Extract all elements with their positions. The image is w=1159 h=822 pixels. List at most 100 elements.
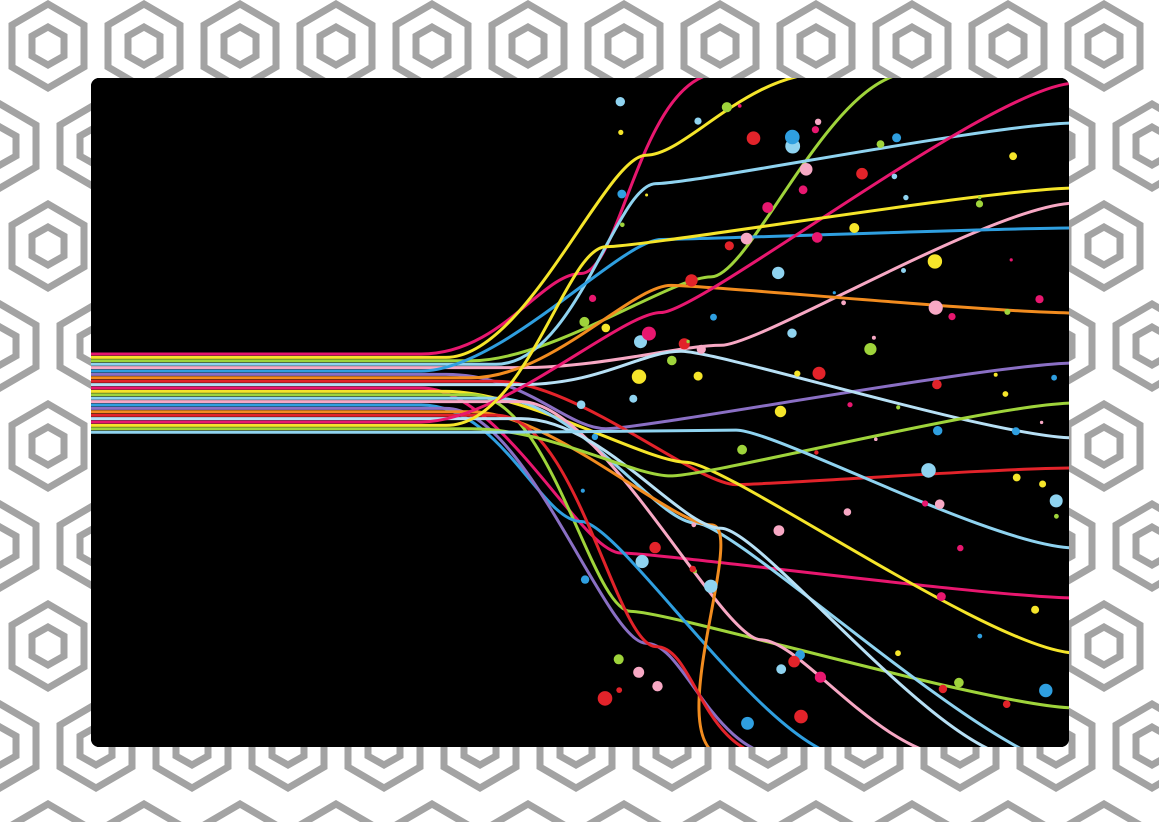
decorative-dot <box>847 402 853 408</box>
decorative-dot <box>957 544 964 552</box>
flowing-line <box>91 121 1069 366</box>
decorative-dot <box>814 450 819 455</box>
decorative-dot <box>667 355 677 366</box>
decorative-dot <box>798 185 808 195</box>
decorative-dot <box>724 241 734 251</box>
decorative-dot <box>691 522 697 528</box>
decorative-dot <box>799 163 813 176</box>
decorative-dot <box>618 129 624 135</box>
decorative-dot <box>1004 308 1011 315</box>
decorative-dot <box>832 291 836 295</box>
decorative-dot <box>776 664 787 675</box>
flowing-line <box>91 78 798 359</box>
decorative-dot <box>741 716 754 730</box>
decorative-dot <box>591 433 599 441</box>
decorative-dot <box>740 232 753 245</box>
abstract-lines-artwork <box>91 78 1069 747</box>
flowing-line <box>91 186 1069 427</box>
decorative-dot <box>876 140 885 148</box>
decorative-dot <box>938 684 948 694</box>
decorative-dot <box>1051 374 1057 381</box>
decorative-dot <box>1039 683 1053 698</box>
decorative-dot <box>891 173 898 180</box>
decorative-dot <box>1035 295 1044 304</box>
decorative-dot <box>811 126 820 134</box>
decorative-dot <box>685 274 698 287</box>
decorative-dot <box>615 97 625 107</box>
decorative-dot <box>843 508 852 516</box>
decorative-dot <box>954 677 964 688</box>
decorative-dot <box>686 339 690 344</box>
decorative-dot <box>1039 420 1044 425</box>
decorative-dot <box>1049 494 1063 508</box>
decorative-dot <box>1039 480 1047 488</box>
decorative-dot <box>601 323 611 333</box>
decorative-dot <box>794 370 801 377</box>
decorative-dot <box>948 313 956 321</box>
decorative-dot <box>921 463 936 478</box>
flowing-line <box>91 401 1069 478</box>
decorative-dot <box>814 671 827 683</box>
decorative-dot <box>694 117 702 125</box>
flowing-line <box>91 406 755 747</box>
decorative-dot <box>977 633 983 639</box>
decorative-dot <box>922 500 929 507</box>
decorative-dot <box>579 316 590 327</box>
decorative-dot <box>774 405 787 418</box>
decorative-dot <box>1009 152 1017 161</box>
decorative-dot <box>901 268 906 273</box>
decorative-dot <box>634 335 647 349</box>
decorative-dot <box>936 592 946 602</box>
decorative-dot <box>928 300 943 315</box>
decorative-dot <box>785 129 800 145</box>
decorative-dot <box>814 118 822 125</box>
decorative-dot <box>993 372 998 377</box>
decorative-dot <box>696 344 706 354</box>
flowing-line <box>91 78 705 356</box>
flowing-line <box>91 78 894 363</box>
decorative-dot <box>737 104 742 108</box>
decorative-dot <box>576 400 586 410</box>
decorative-dot <box>903 194 909 201</box>
decorative-dot <box>762 202 774 213</box>
flowing-line <box>91 389 1069 654</box>
decorative-dot <box>871 335 876 340</box>
decorative-dot <box>896 405 901 410</box>
decorative-dot <box>864 343 877 356</box>
decorative-dot <box>811 232 823 243</box>
decorative-dot <box>746 131 761 145</box>
decorative-dot <box>620 222 625 228</box>
decorative-dot <box>1002 391 1009 397</box>
decorative-dot <box>641 326 656 341</box>
decorative-dot <box>580 575 590 584</box>
decorative-dot <box>874 437 878 442</box>
decorative-dot <box>633 666 645 678</box>
flowing-line <box>91 413 746 747</box>
decorative-dot <box>597 691 613 706</box>
decorative-dot <box>737 444 747 455</box>
decorative-dot <box>772 266 785 280</box>
decorative-dot <box>849 223 860 233</box>
decorative-dot <box>927 254 943 269</box>
flowing-line <box>91 349 1069 440</box>
decorative-dot <box>631 369 647 384</box>
decorative-dot <box>589 294 597 302</box>
decorative-dot <box>693 371 703 381</box>
decorative-dot <box>710 313 717 321</box>
decorative-dot <box>580 488 585 493</box>
decorative-dot <box>629 394 638 403</box>
decorative-dot <box>978 195 982 200</box>
decorative-dot <box>613 654 624 665</box>
decorative-dot <box>1011 427 1020 436</box>
decorative-dot <box>773 525 785 536</box>
decorative-dot <box>1031 605 1040 614</box>
decorative-dot <box>652 681 663 692</box>
flowing-line <box>91 428 1069 550</box>
flowing-line <box>91 393 1069 710</box>
decorative-dot <box>721 102 733 113</box>
flowing-line <box>91 283 1069 380</box>
decorative-dot <box>1012 473 1021 482</box>
decorative-dot <box>787 328 797 338</box>
decorative-dot <box>617 189 627 199</box>
